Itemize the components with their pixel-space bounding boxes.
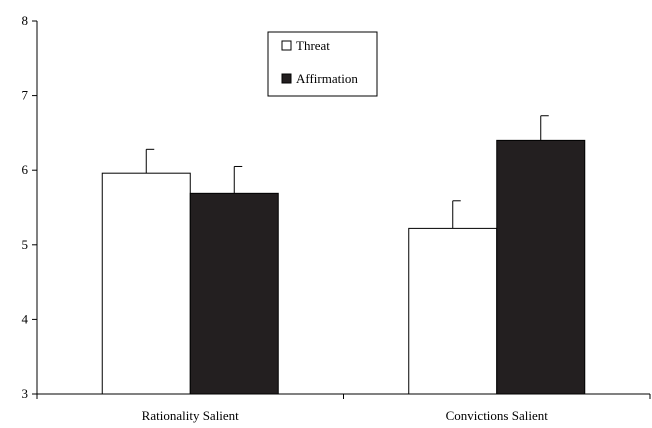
y-tick-label: 6 [22,162,29,177]
bar-threat-2 [408,227,498,395]
bar-affirmation-2 [496,139,586,395]
error-bars [145,115,549,229]
category-label-2: Convictions Salient [446,408,549,423]
y-tick-label: 4 [22,311,29,326]
y-tick-label: 7 [22,88,29,103]
legend-label-threat: Threat [296,38,330,53]
legend-swatch-threat [281,40,292,51]
y-ticks: 3 4 5 6 7 8 [22,13,37,401]
legend: Threat Affirmation [267,31,378,97]
bars [101,139,586,395]
category-label-1: Rationality Salient [142,408,240,423]
bar-affirmation-1 [189,192,279,395]
y-tick-label: 8 [22,13,29,28]
legend-box [267,31,378,97]
bar-threat-1 [101,172,191,395]
legend-label-affirmation: Affirmation [296,71,358,86]
y-tick-label: 5 [22,237,29,252]
x-ticks [36,394,651,399]
y-tick-label: 3 [22,386,29,401]
legend-swatch-affirmation [281,73,292,84]
category-labels: Rationality Salient Convictions Salient [142,408,549,423]
